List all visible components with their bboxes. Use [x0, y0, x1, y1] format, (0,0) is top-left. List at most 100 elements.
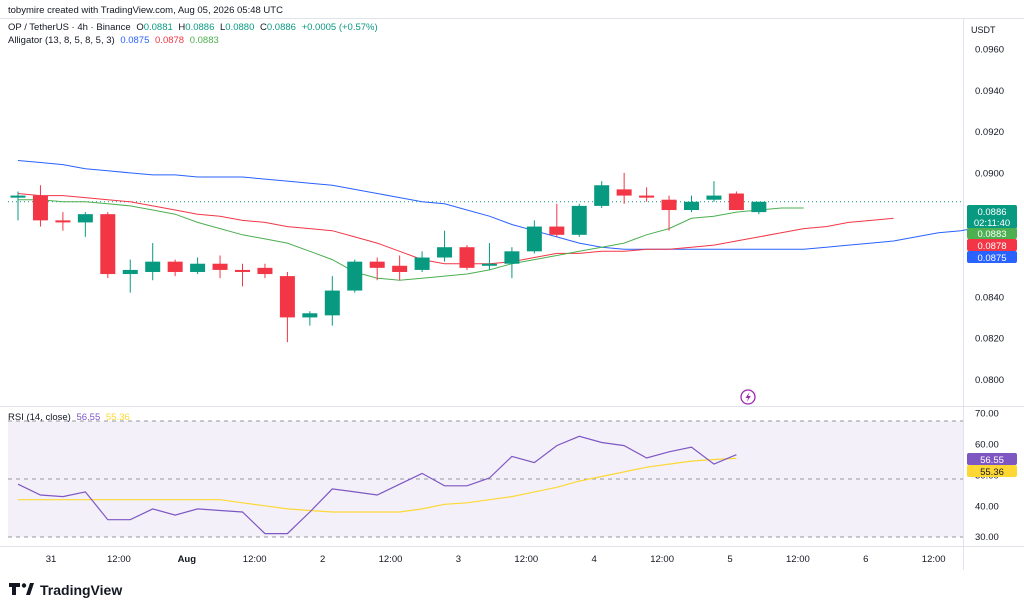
tradingview-logo-icon	[9, 583, 34, 595]
symbol-title[interactable]: OP / TetherUS · 4h · Binance	[8, 22, 131, 33]
candle	[10, 191, 26, 221]
low-label: L	[220, 22, 226, 33]
svg-text:56.55: 56.55	[980, 455, 1004, 466]
candle-body	[302, 313, 318, 318]
candles-group	[10, 172, 767, 343]
candle-body	[549, 226, 565, 235]
price-tick-label: 0.0820	[975, 334, 1004, 345]
teeth-value-label: 0.0878	[967, 239, 1017, 252]
candle-body	[77, 214, 93, 223]
candle	[504, 247, 520, 279]
candle	[167, 259, 183, 277]
candle-body	[392, 265, 408, 272]
candle-body	[257, 267, 273, 275]
candle-body	[751, 201, 767, 213]
time-tick-label: 31	[46, 554, 57, 565]
candle-body	[190, 263, 206, 272]
time-tick-label: 5	[727, 554, 732, 565]
time-tick-label: 12:00	[922, 554, 946, 565]
tradingview-wordmark: TradingView	[40, 582, 123, 598]
candle	[481, 243, 497, 270]
candle-body	[571, 205, 587, 235]
time-tick-label: 12:00	[514, 554, 538, 565]
low-value: 0.0880	[225, 22, 255, 33]
candle-body	[32, 195, 48, 221]
candle	[190, 257, 206, 275]
rsi-line	[17, 435, 737, 535]
price-tick-label: 0.0900	[975, 168, 1004, 179]
candle-body	[279, 276, 295, 318]
candle-body	[504, 251, 520, 264]
candle-body	[594, 185, 610, 206]
price-tick-label: 0.0800	[975, 375, 1004, 386]
candle-body	[212, 263, 228, 270]
candle	[145, 243, 161, 281]
candle-body	[414, 257, 430, 270]
candle-body	[122, 269, 138, 275]
candle-body	[684, 201, 699, 211]
candle-body	[324, 290, 340, 316]
alligator-jaw-value: 0.0875	[120, 35, 150, 46]
time-tick-label: 12:00	[650, 554, 674, 565]
currency-label[interactable]: USDT	[971, 25, 996, 35]
candle	[302, 311, 318, 326]
rsi-tick-label: 30.00	[975, 532, 999, 543]
candle	[347, 259, 363, 293]
symbol-legend: OP / TetherUS · 4h · Binance O0.0881 H0.…	[8, 22, 381, 33]
rsi-legend: RSI (14, close) 56.55 55.36	[8, 412, 133, 423]
high-label: H	[178, 22, 186, 33]
high-value: 0.0886	[185, 22, 215, 33]
candle	[257, 263, 273, 279]
time-tick-label: Aug	[178, 554, 197, 565]
candle-body	[10, 195, 26, 198]
close-label: C	[260, 22, 267, 33]
candle	[55, 212, 71, 231]
lips-value-label: 0.0883	[967, 228, 1017, 240]
candle	[728, 191, 744, 211]
candle	[279, 271, 295, 343]
time-axis: 31 12:00 Aug 12:00 2 12:00 3 12:00 4 12:00 5 12:00 6…	[46, 554, 946, 565]
lightning-icon[interactable]	[740, 389, 756, 405]
candle	[661, 195, 677, 231]
time-tick-label: 12:00	[243, 554, 267, 565]
alligator-legend: Alligator (13, 8, 5, 8, 5, 3) 0.0875 0.0…	[8, 35, 222, 46]
credit-line: tobymire created with TradingView.com, A…	[8, 5, 283, 16]
rsi-tick-label: 40.00	[975, 501, 999, 512]
candle	[684, 195, 699, 213]
candle-body	[459, 247, 475, 268]
rsi-tick-label: 70.00	[975, 409, 999, 420]
price-tick-label: 0.0940	[975, 86, 1004, 97]
candle	[32, 185, 48, 227]
svg-text:0.0883: 0.0883	[977, 229, 1006, 240]
alligator-jaw-line	[17, 160, 1006, 250]
candle-body	[100, 214, 116, 275]
tradingview-logo: TradingView	[8, 582, 122, 598]
time-tick-label: 12:00	[786, 554, 810, 565]
price-tick-label: 0.0840	[975, 292, 1004, 303]
candle-body	[481, 263, 497, 266]
candle	[77, 212, 93, 237]
candle	[369, 257, 385, 281]
candle-body	[235, 269, 250, 272]
candle	[437, 230, 453, 262]
candle	[594, 181, 610, 208]
rsi-label[interactable]: RSI (14, close)	[8, 412, 71, 423]
rsi-ma-value-label: 55.36	[967, 465, 1017, 478]
candle-body	[639, 195, 655, 198]
candle	[459, 245, 475, 270]
open-label: O	[136, 22, 144, 33]
time-tick-label: 6	[863, 554, 868, 565]
candle-body	[616, 189, 632, 196]
candle	[639, 187, 655, 202]
close-value: 0.0886	[266, 22, 296, 33]
candle-body	[347, 261, 363, 291]
price-tick-label: 0.0960	[975, 44, 1004, 55]
last-price-label: 0.0886 02:11:40	[967, 205, 1017, 229]
time-tick-label: 3	[456, 554, 461, 565]
svg-text:55.36: 55.36	[980, 467, 1004, 478]
time-tick-label: 12:00	[107, 554, 131, 565]
candle	[122, 259, 138, 293]
time-tick-label: 2	[320, 554, 325, 565]
alligator-label[interactable]: Alligator (13, 8, 5, 8, 5, 3)	[8, 35, 115, 46]
